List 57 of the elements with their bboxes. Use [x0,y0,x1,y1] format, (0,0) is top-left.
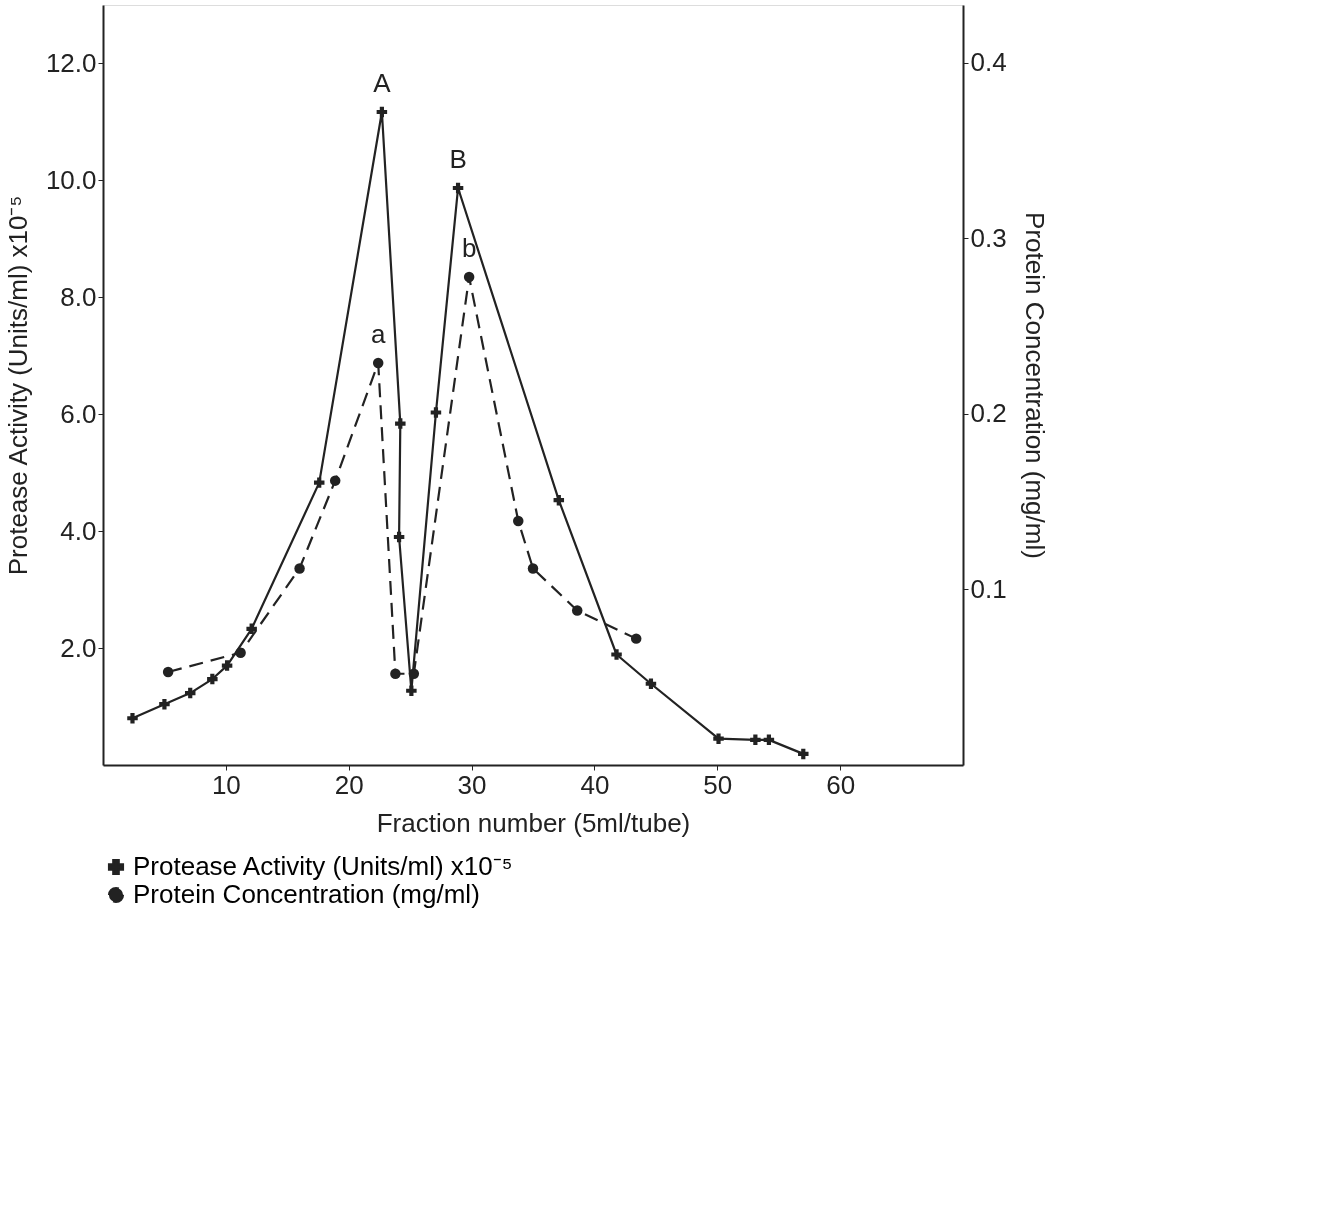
point [235,647,246,658]
point [571,605,583,616]
point [393,531,405,543]
x-tick-label: 20 [334,769,364,800]
point [463,271,475,283]
point [395,418,406,429]
point [372,357,384,369]
point [184,687,196,699]
annotation: B [449,143,467,174]
legend-label: Protease Activity (Units/ml) x10⁻⁵ [133,851,513,881]
x-axis-title: Fraction number (5ml/tube) [376,807,691,838]
point [630,633,642,644]
point [162,666,174,678]
annotation: A [373,67,392,98]
x-tick-label: 60 [826,769,856,800]
y-tick-label: 2.0 [60,632,97,663]
point [159,698,170,710]
y2-tick-label: 0.1 [970,573,1007,604]
point [513,515,524,527]
y2-axis-title: Protein Concentration (mg/ml) [1019,212,1050,559]
legend-label: Protein Concentration (mg/ml) [133,879,480,909]
annotation: a [370,319,386,350]
point [527,563,539,574]
point [406,685,417,696]
point [390,668,401,679]
point [553,494,565,506]
annotation: b [461,233,477,264]
point [127,712,138,724]
y-tick-label: 8.0 [60,281,97,312]
x-tick-label: 30 [457,769,487,800]
x-tick-label: 10 [211,769,241,800]
point [645,678,657,689]
y2-tick-label: 0.3 [970,222,1007,253]
y-axis-title: Protease Activity (Units/ml) x10⁻⁵ [2,195,33,576]
y-tick-label: 12.0 [45,47,97,78]
point [376,106,388,118]
point [798,748,809,760]
point [246,623,257,635]
point [713,733,724,744]
point [763,734,775,746]
point [329,475,341,486]
point [611,649,622,660]
y-tick-label: 10.0 [45,164,97,195]
point [750,734,761,746]
point [294,563,305,574]
x-tick-label: 40 [580,769,610,800]
x-tick-label: 50 [703,769,733,800]
point [408,668,420,679]
point [452,182,464,194]
y-tick-label: 6.0 [60,398,97,429]
point [221,660,233,671]
y2-tick-label: 0.4 [970,47,1007,78]
point [313,477,325,488]
y-tick-label: 4.0 [60,515,97,546]
point [430,407,442,418]
y2-tick-label: 0.2 [970,398,1007,429]
point [207,673,218,685]
